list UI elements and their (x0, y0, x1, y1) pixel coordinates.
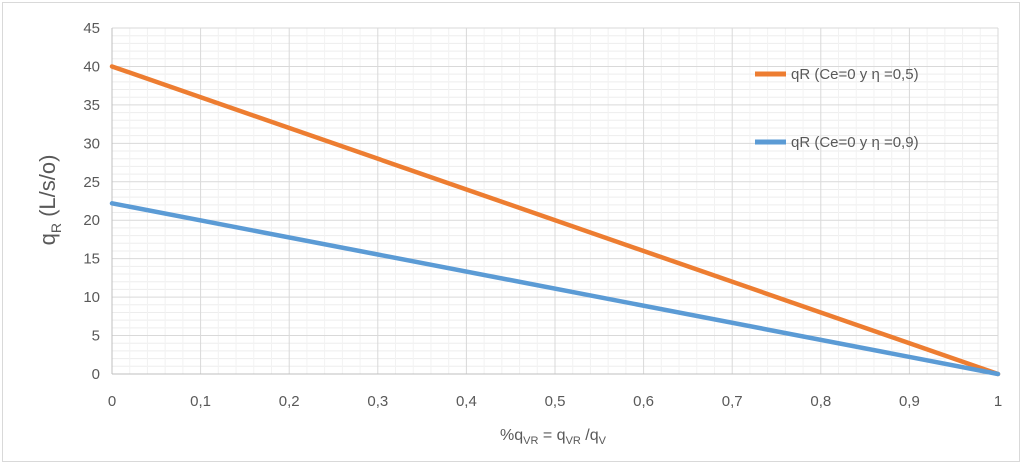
x-tick-label: 0,8 (810, 393, 831, 410)
axes (111, 28, 998, 375)
legend: qR (Ce=0 y η =0,5) qR (Ce=0 y η =0,9) (755, 66, 919, 151)
x-tick-label: 0,6 (633, 393, 654, 410)
y-tick-label: 40 (83, 58, 100, 75)
x-tick-label: 0,3 (367, 393, 388, 410)
legend-label-series-2: qR (Ce=0 y η =0,9) (791, 134, 919, 151)
y-axis-title: qR (L/s/o) (35, 155, 64, 246)
y-tick-label: 25 (83, 174, 100, 191)
y-tick-label: 15 (83, 251, 100, 268)
x-tick-label: 0,7 (722, 393, 743, 410)
y-tick-label: 20 (83, 212, 100, 229)
x-tick-label: 0,9 (899, 393, 920, 410)
x-axis-title: %qVR = qVR /qV (500, 427, 607, 447)
x-tick-label: 0 (108, 393, 116, 410)
x-tick-label: 0,2 (279, 393, 300, 410)
series-layer (109, 64, 1001, 377)
series-line-2 (109, 201, 1001, 377)
legend-label-series-1: qR (Ce=0 y η =0,5) (791, 66, 919, 83)
x-tick-label: 1 (994, 393, 1002, 410)
series-line-1 (109, 64, 1001, 377)
x-tick-label: 0,4 (456, 393, 477, 410)
y-tick-labels: 0 5 10 15 20 25 30 35 40 45 (83, 20, 100, 383)
y-tick-label: 10 (83, 289, 100, 306)
y-tick-label: 30 (83, 135, 100, 152)
y-tick-label: 0 (92, 366, 100, 383)
x-tick-labels: 0 0,1 0,2 0,3 0,4 0,5 0,6 0,7 0,8 0,9 1 (108, 393, 1002, 410)
y-tick-label: 45 (83, 20, 100, 37)
x-tick-label: 0,1 (190, 393, 211, 410)
x-tick-label: 0,5 (545, 393, 566, 410)
y-tick-label: 35 (83, 97, 100, 114)
y-tick-label: 5 (92, 328, 100, 345)
